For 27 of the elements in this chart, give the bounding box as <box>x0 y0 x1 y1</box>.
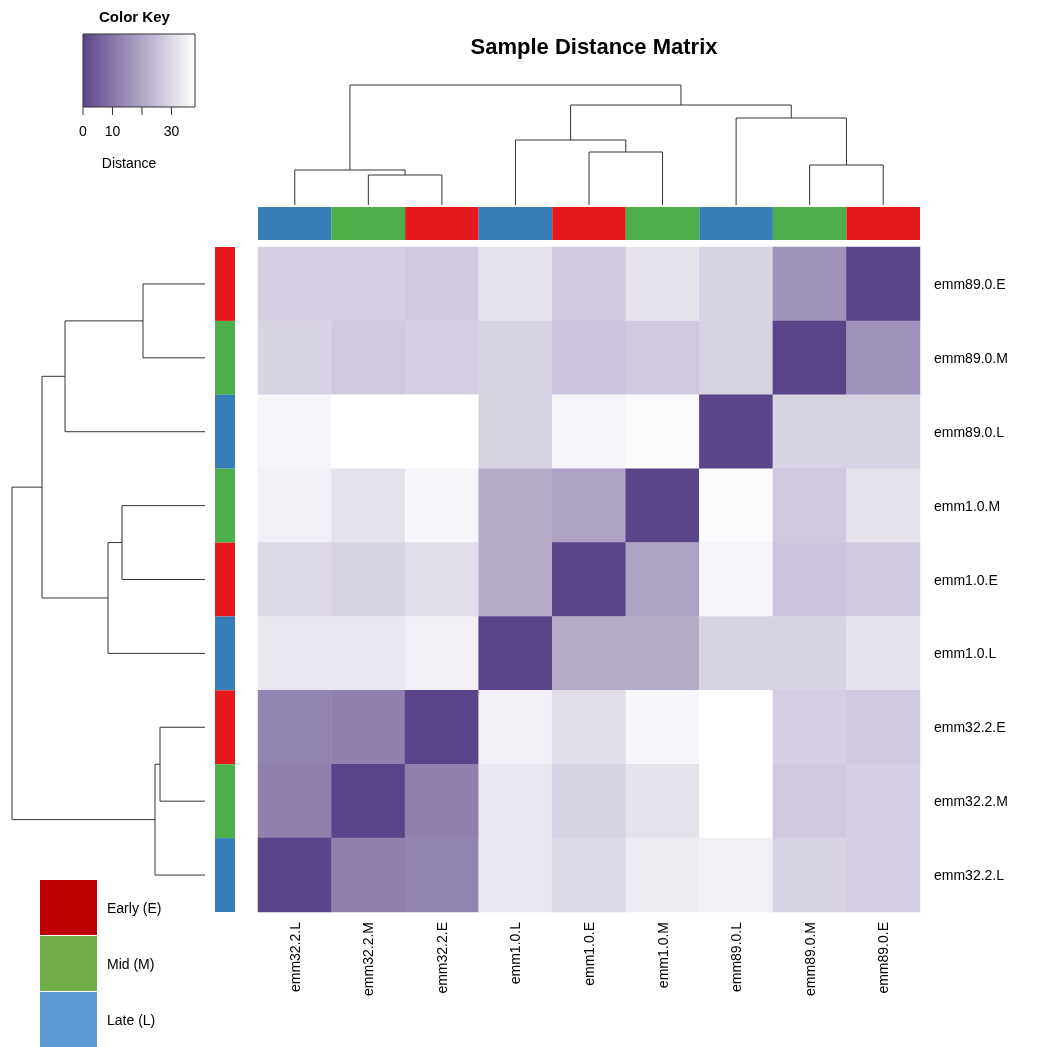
x-tick-label: emm89.0.E <box>875 922 892 994</box>
x-tick-label: emm1.0.M <box>654 922 671 989</box>
x-tick-label: emm1.0.E <box>581 922 597 986</box>
text: Mid (M) <box>107 956 155 972</box>
text: Late (L) <box>107 1012 156 1028</box>
x-tick-label: emm32.2.M <box>360 922 377 996</box>
text: Early (E) <box>107 900 162 916</box>
y-tick-label: emm1.0.M <box>934 497 1001 514</box>
color-bar-label: 30 <box>163 123 180 139</box>
x-tick-label: emm89.0.L <box>728 921 745 993</box>
y-tick-label: emm89.0.E <box>934 275 1006 292</box>
y-tick-label: emm32.2.M <box>934 793 1008 810</box>
x-tick-label: emm1.0.L <box>507 921 524 985</box>
y-tick-label: emm89.0.L <box>934 423 1005 440</box>
chart-title: Sample Distance Matrix <box>470 33 719 59</box>
color-bar-label: 10 <box>104 123 121 139</box>
x-tick-label: emm89.0.M <box>801 922 818 996</box>
y-tick-label: emm32.2.E <box>934 719 1006 736</box>
x-tick-label: emm32.2.E <box>433 922 450 994</box>
y-tick-label: emm89.0.M <box>934 349 1008 366</box>
y-tick-label: emm32.2.L <box>934 867 1005 884</box>
y-tick-label: emm1.0.E <box>934 571 998 588</box>
legend-title: Color Key <box>99 8 171 25</box>
color-bar-label: 0 <box>79 123 88 139</box>
y-tick-label: emm1.0.L <box>934 645 997 662</box>
color-bar-title: Distance <box>101 155 157 171</box>
x-tick-label: emm32.2.L <box>286 921 303 993</box>
